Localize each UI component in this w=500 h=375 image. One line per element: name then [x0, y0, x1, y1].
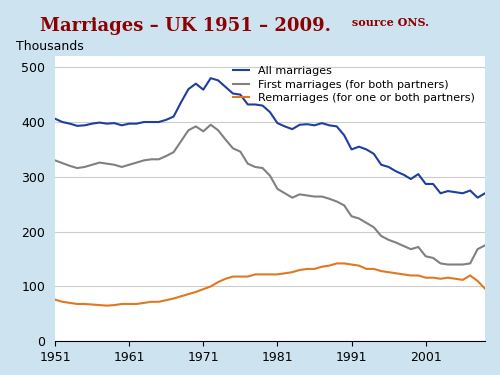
Legend: All marriages, First marriages (for both partners), Remarriages (for one or both: All marriages, First marriages (for both…	[228, 62, 479, 107]
Text: source ONS.: source ONS.	[348, 17, 428, 28]
Text: Thousands: Thousands	[16, 40, 84, 53]
Text: Marriages – UK 1951 – 2009.: Marriages – UK 1951 – 2009.	[40, 17, 331, 35]
